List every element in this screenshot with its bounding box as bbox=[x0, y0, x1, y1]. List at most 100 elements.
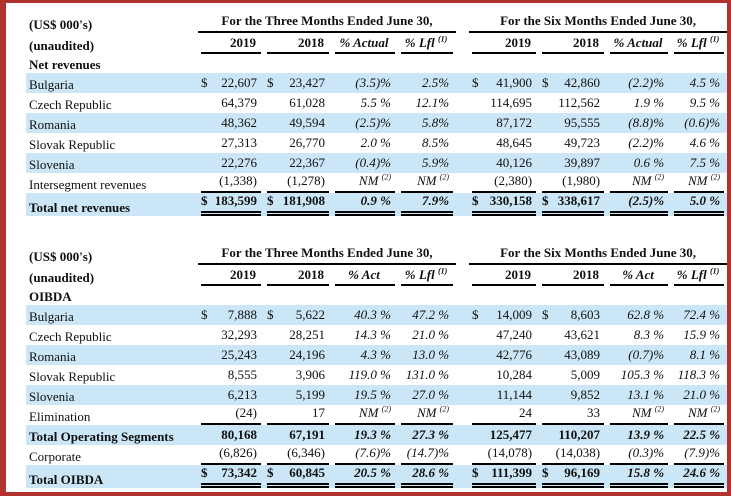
row-label: Slovak Republic bbox=[29, 369, 116, 384]
value-cell: 4.6 % bbox=[689, 135, 721, 150]
row-label: Corporate bbox=[29, 449, 81, 464]
value-cell: $7,888 bbox=[201, 307, 257, 322]
value-cell: 118.3 % bbox=[677, 367, 721, 382]
value-cell: NM (2) bbox=[607, 173, 671, 193]
row-label: Intersegment revenues bbox=[29, 177, 147, 192]
value-cell: 19.3 % bbox=[354, 427, 391, 442]
value-cell: 40,126 bbox=[496, 155, 533, 170]
value-cell: 5.9% bbox=[421, 155, 450, 170]
col-pct-lfl-6m: % Lfl (1) bbox=[671, 265, 727, 286]
row-label: Slovenia bbox=[29, 389, 75, 404]
unaudited-label: (unaudited) bbox=[29, 270, 95, 285]
value-cell: 19.5 % bbox=[354, 387, 391, 402]
value-cell: 2.5% bbox=[421, 75, 450, 90]
section-row: OIBDA bbox=[26, 286, 727, 305]
value-cell: 125,477 bbox=[489, 427, 533, 442]
row-label: Slovenia bbox=[29, 157, 75, 172]
six-months-group-header: For the Six Months Ended June 30, bbox=[469, 8, 727, 33]
value-cell: (14,038) bbox=[539, 445, 607, 465]
value-cell: 6,213 bbox=[227, 387, 257, 402]
value-cell: $183,599 bbox=[198, 193, 264, 216]
col-2019-3m: 2019 bbox=[198, 265, 264, 286]
value-cell: 67,191 bbox=[289, 427, 325, 442]
value-cell: (6,346) bbox=[264, 445, 332, 465]
col-pct-lfl-3m: % Lfl (1) bbox=[398, 33, 456, 54]
value-cell: 9.5 % bbox=[689, 95, 721, 110]
data-row: Intersegment revenues (1,338) (1,278) NM (2… bbox=[26, 173, 727, 193]
value-cell: 40.3 % bbox=[354, 307, 391, 322]
value-cell: 49,594 bbox=[289, 115, 325, 130]
value-cell: 64,379 bbox=[221, 95, 257, 110]
value-cell: 24,196 bbox=[289, 347, 325, 362]
value-cell: 119.0 % bbox=[348, 367, 391, 382]
value-cell: 14.3 % bbox=[354, 327, 391, 342]
value-cell: 43,621 bbox=[564, 327, 601, 342]
value-cell: 95,555 bbox=[564, 115, 601, 130]
value-cell: NM (2) bbox=[671, 173, 727, 193]
value-cell: 0.9 % bbox=[332, 193, 398, 216]
data-row: Romania 48,362 49,594 (2.5)% 5.8% 87,172 95,55… bbox=[26, 113, 727, 133]
value-cell: 7.9% bbox=[398, 193, 456, 216]
value-cell: 2.0 % bbox=[360, 135, 391, 150]
value-cell: $181,908 bbox=[264, 193, 332, 216]
section-label: Net revenues bbox=[29, 57, 101, 72]
row-label: Czech Republic bbox=[29, 329, 112, 344]
value-cell: 5,199 bbox=[295, 387, 325, 402]
value-cell: 48,645 bbox=[496, 135, 533, 150]
col-2019-6m: 2019 bbox=[469, 265, 539, 286]
col-pct-lfl-3m: % Lfl (1) bbox=[398, 265, 456, 286]
value-cell: 110,207 bbox=[558, 427, 601, 442]
value-cell: (2.5)% bbox=[607, 193, 671, 216]
value-cell: $14,009 bbox=[472, 307, 533, 322]
value-cell: $23,427 bbox=[267, 75, 325, 90]
value-cell: NM (2) bbox=[398, 173, 456, 193]
row-label: Slovak Republic bbox=[29, 137, 116, 152]
value-cell: 8,555 bbox=[227, 367, 257, 382]
value-cell: 4.3 % bbox=[360, 347, 391, 362]
col-2018-6m: 2018 bbox=[539, 265, 607, 286]
column-gap bbox=[456, 133, 469, 153]
value-cell: 62.8 % bbox=[627, 307, 665, 322]
value-cell: 43,089 bbox=[564, 347, 601, 362]
value-cell: 72.4 % bbox=[683, 307, 721, 322]
value-cell: 32,293 bbox=[221, 327, 257, 342]
value-cell: $96,169 bbox=[539, 465, 607, 488]
value-cell: 47,240 bbox=[496, 327, 533, 342]
col-2018-3m: 2018 bbox=[264, 33, 332, 54]
column-gap bbox=[456, 345, 469, 365]
value-cell: 9,852 bbox=[570, 387, 601, 402]
col-2019-3m: 2019 bbox=[198, 33, 264, 54]
value-cell: (0.4)% bbox=[355, 155, 391, 170]
value-cell: 20.5 % bbox=[332, 465, 398, 488]
value-cell: 105.3 % bbox=[620, 367, 665, 382]
six-months-group-header: For the Six Months Ended June 30, bbox=[469, 240, 727, 265]
value-cell: 15.9 % bbox=[683, 327, 721, 342]
value-cell: 22,276 bbox=[221, 155, 257, 170]
value-cell: NM (2) bbox=[332, 173, 398, 193]
section-row: Net revenues bbox=[26, 54, 727, 73]
row-label: Total Operating Segments bbox=[29, 429, 174, 444]
units-label: (US$ 000's) bbox=[29, 249, 93, 264]
value-cell: 48,362 bbox=[221, 115, 257, 130]
value-cell: (1,338) bbox=[198, 173, 264, 193]
value-cell: 13.0 % bbox=[412, 347, 450, 362]
value-cell: 21.0 % bbox=[412, 327, 450, 342]
data-row: Slovak Republic 8,555 3,906 119.0 % 131.0 % 1… bbox=[26, 365, 727, 385]
value-cell: 24 bbox=[469, 405, 539, 425]
value-cell: (3.5)% bbox=[355, 75, 391, 90]
column-gap bbox=[456, 73, 469, 93]
value-cell: (14.7)% bbox=[398, 445, 456, 465]
unaudited-label: (unaudited) bbox=[29, 38, 95, 53]
value-cell: 4.5 % bbox=[689, 75, 721, 90]
value-cell: 112,562 bbox=[558, 95, 601, 110]
value-cell: $41,900 bbox=[472, 75, 533, 90]
column-gap bbox=[456, 240, 469, 265]
value-cell: $42,860 bbox=[542, 75, 601, 90]
column-gap bbox=[456, 265, 469, 286]
column-gap bbox=[456, 365, 469, 385]
col-2018-6m: 2018 bbox=[539, 33, 607, 54]
col-pct-actual-6m: % Actual bbox=[607, 33, 671, 54]
value-cell: 5.0 % bbox=[671, 193, 727, 216]
value-cell: $338,617 bbox=[539, 193, 607, 216]
